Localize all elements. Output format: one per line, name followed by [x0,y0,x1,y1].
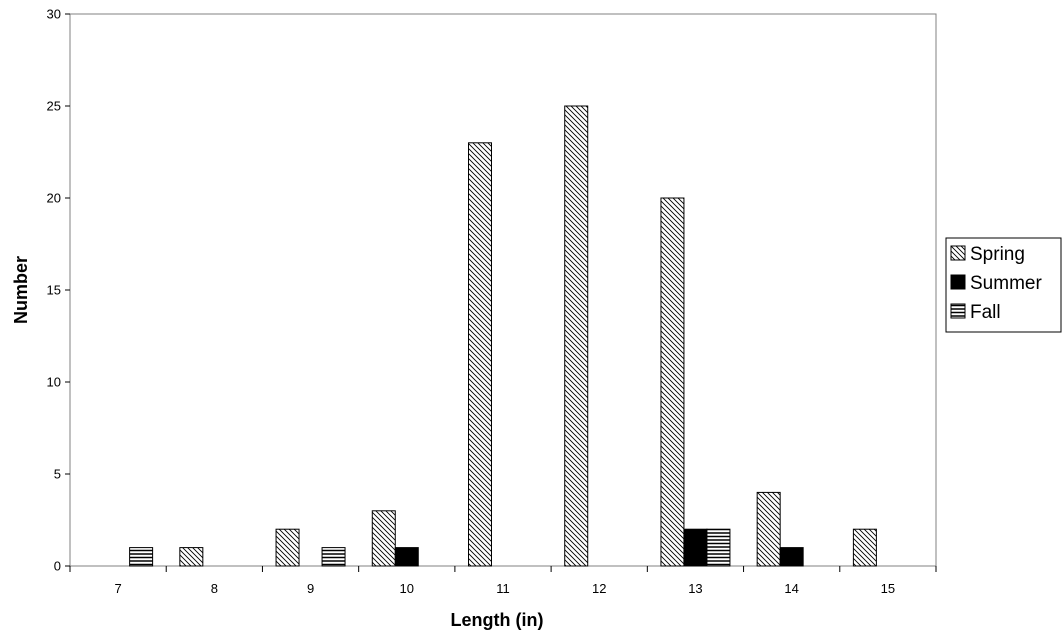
y-tick-label: 20 [47,191,61,206]
legend-label-fall: Fall [970,302,1001,323]
legend-swatch-summer [950,274,966,290]
x-tick-label: 10 [400,581,414,596]
x-tick-label: 12 [592,581,606,596]
y-tick-label: 30 [47,7,61,22]
bar-spring-13 [660,197,685,567]
bar-spring-14 [756,491,781,567]
y-tick-label: 25 [47,99,61,114]
y-tick-label: 15 [47,283,61,298]
bar-summer-14 [779,547,804,567]
y-tick-label: 5 [54,467,61,482]
bar-spring-11 [468,142,492,567]
legend-label-spring: Spring [970,244,1025,265]
x-axis-title: Length (in) [451,610,544,630]
bar-fall-13 [706,528,731,567]
legend: Spring Summer Fall [945,237,1062,333]
bar-spring-12 [564,105,589,567]
x-tick-label: 8 [211,581,218,596]
y-axis-ticks: 0 5 10 15 20 25 30 [47,7,70,574]
y-tick-label: 0 [54,559,61,574]
bar-fall-9 [321,547,346,567]
bar-spring-8 [179,547,204,567]
x-tick-label: 11 [496,581,510,596]
x-tick-label: 14 [784,581,798,596]
plot-area [69,13,937,567]
bar-summer-13 [683,528,708,567]
bar-spring-10 [371,510,396,567]
x-tick-label: 15 [881,581,895,596]
bars-group [129,105,877,567]
x-tick-label: 7 [114,581,121,596]
y-tick-label: 10 [47,375,61,390]
y-axis-title: Number [11,256,31,324]
legend-swatch-spring [950,245,966,261]
x-axis-ticks: 7 8 9 10 11 12 13 14 15 [69,566,937,596]
x-tick-label: 13 [688,581,702,596]
bar-spring-9 [275,528,300,567]
x-tick-label: 9 [307,581,314,596]
legend-swatch-fall [950,303,966,319]
bar-fall-7 [129,547,154,567]
bar-spring-15 [852,528,877,567]
legend-label-summer: Summer [970,273,1042,294]
bar-summer-10 [394,547,419,567]
